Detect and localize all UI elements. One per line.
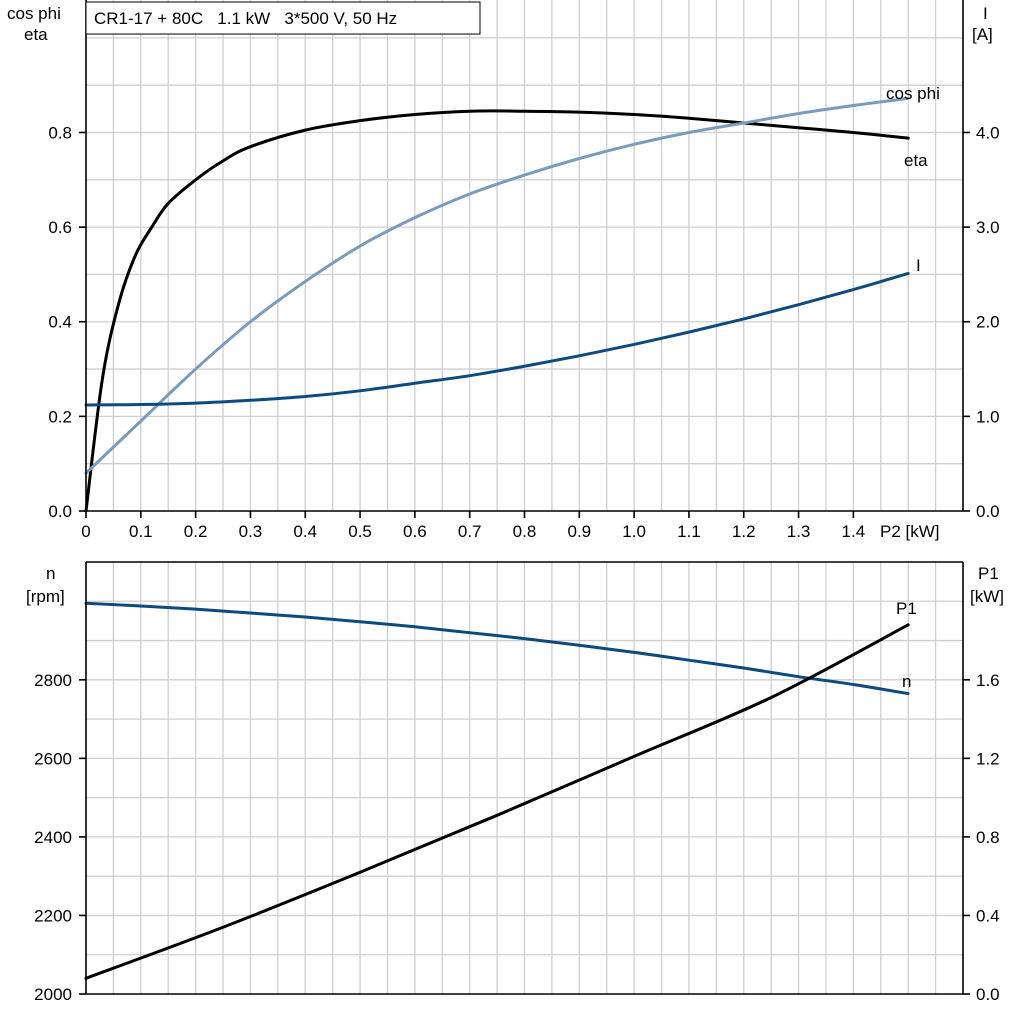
chart-title-box bbox=[85, 1, 481, 35]
top-right-tick-label: 0.0 bbox=[976, 502, 1000, 521]
bottom-left-tick-label: 2600 bbox=[34, 749, 72, 768]
top-right-axis-label-a: [A] bbox=[972, 25, 993, 44]
bottom-left-axis-label-n: n bbox=[46, 564, 55, 583]
top-left-tick-label: 0.2 bbox=[48, 407, 72, 426]
top-left-axis-label-cosphi: cos phi bbox=[7, 4, 61, 23]
bottom-series-p1-line bbox=[84, 623, 910, 980]
top-series bbox=[84, 96, 910, 513]
bottom-series bbox=[84, 601, 910, 980]
top-left-tick-label: 0.6 bbox=[48, 218, 72, 237]
top-series-i-line bbox=[84, 271, 910, 407]
x-tick-label: 0.3 bbox=[239, 522, 263, 541]
bottom-ticks: 2000 2200 2400 2600 2800 0.0 0.4 0.8 1.2 1.6 bbox=[34, 671, 999, 1004]
top-right-tick-label: 4.0 bbox=[976, 123, 1000, 142]
bottom-axes bbox=[85, 561, 964, 995]
bottom-right-tick-label: 0.4 bbox=[976, 906, 1000, 925]
bottom-right-tick-label: 0.8 bbox=[976, 828, 1000, 847]
top-panel: 0.0 0.2 0.4 0.6 0.8 0.0 1.0 2.0 3.0 4.0 0 0.1 0.2 0.3… bbox=[48, 0, 1000, 541]
bottom-left-tick-label: 2800 bbox=[34, 671, 72, 690]
bottom-panel: 2000 2200 2400 2600 2800 0.0 0.4 0.8 1.2 1.6 bbox=[34, 561, 1000, 1004]
x-tick-label: 0.9 bbox=[567, 522, 591, 541]
series-label-p1: P1 bbox=[896, 599, 917, 618]
bottom-right-axis-label-kw: [kW] bbox=[970, 587, 1004, 606]
top-series-eta-line bbox=[84, 109, 910, 513]
top-right-tick-label: 1.0 bbox=[976, 407, 1000, 426]
bottom-grid bbox=[86, 562, 963, 994]
bottom-series-n-line bbox=[84, 601, 910, 696]
x-axis-label: P2 [kW] bbox=[880, 522, 940, 541]
x-tick-label: 0.5 bbox=[348, 522, 372, 541]
series-label-cosphi: cos phi bbox=[886, 84, 940, 103]
bottom-right-tick-label: 1.6 bbox=[976, 671, 1000, 690]
top-right-tick-label: 3.0 bbox=[976, 218, 1000, 237]
x-tick-label: 1.2 bbox=[732, 522, 756, 541]
bottom-left-tick-label: 2400 bbox=[34, 828, 72, 847]
top-left-tick-label: 0.0 bbox=[48, 502, 72, 521]
bottom-left-tick-label: 2200 bbox=[34, 906, 72, 925]
top-left-axis-label-eta: eta bbox=[24, 25, 48, 44]
bottom-right-tick-label: 0.0 bbox=[976, 985, 1000, 1004]
series-label-n: n bbox=[902, 672, 911, 691]
bottom-right-tick-label: 1.2 bbox=[976, 749, 1000, 768]
series-label-eta: eta bbox=[904, 151, 928, 170]
chart-title: CR1-17 + 80C 1.1 kW 3*500 V, 50 Hz bbox=[94, 9, 397, 28]
x-tick-label: 0.7 bbox=[458, 522, 482, 541]
x-tick-label: 1.1 bbox=[677, 522, 701, 541]
series-label-i: I bbox=[916, 256, 921, 275]
top-ticks: 0.0 0.2 0.4 0.6 0.8 0.0 1.0 2.0 3.0 4.0 0 0.1 0.2 0.3… bbox=[48, 123, 999, 541]
top-left-tick-label: 0.4 bbox=[48, 313, 72, 332]
x-tick-label: 1.4 bbox=[842, 522, 866, 541]
x-tick-label: 0.1 bbox=[129, 522, 153, 541]
x-tick-label: 0 bbox=[81, 522, 90, 541]
x-tick-label: 0.6 bbox=[403, 522, 427, 541]
bottom-left-tick-label: 2000 bbox=[34, 985, 72, 1004]
x-tick-label: 0.4 bbox=[293, 522, 317, 541]
top-left-tick-label: 0.8 bbox=[48, 123, 72, 142]
bottom-left-axis-label-rpm: [rpm] bbox=[26, 587, 65, 606]
x-tick-label: 1.0 bbox=[622, 522, 646, 541]
x-tick-label: 1.3 bbox=[787, 522, 811, 541]
bottom-right-axis-label-p1: P1 bbox=[978, 564, 999, 583]
top-right-axis-label-i: I bbox=[983, 4, 988, 23]
x-tick-label: 0.2 bbox=[184, 522, 208, 541]
top-series-cos-phi-line bbox=[84, 96, 910, 475]
x-tick-label: 0.8 bbox=[513, 522, 537, 541]
top-right-tick-label: 2.0 bbox=[976, 313, 1000, 332]
top-grid bbox=[86, 0, 963, 511]
